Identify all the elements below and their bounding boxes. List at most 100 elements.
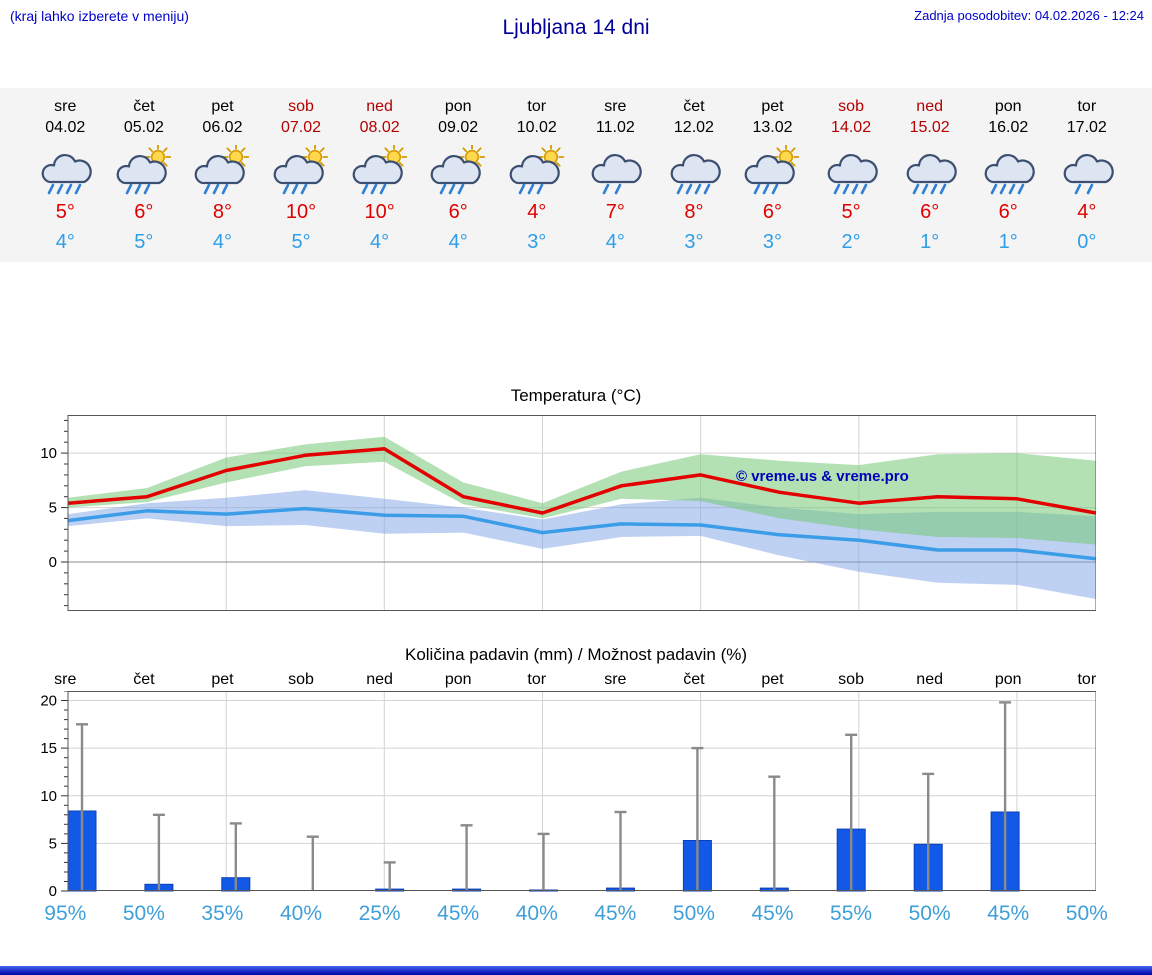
precipitation-chart: 0 5 10 15 20 [0,690,1152,900]
precip-probability: 25% [358,902,401,925]
cloud-shape [984,153,1035,184]
forecast-day-column[interactable]: čet 05.02 6° 5° [105,98,184,253]
precipitation-section: Količina padavin (mm) / Možnost padavin … [0,645,1152,926]
temp-max: 4° [1077,201,1097,223]
sun-showers-icon [262,143,341,199]
rain-icon [890,145,969,199]
forecast-day-column[interactable]: ned 08.02 10° 4° [340,98,419,253]
forecast-day-column[interactable]: sre 04.02 5° 4° [26,98,105,253]
y-tick-label: 20 [40,693,57,710]
rain-icon [969,145,1048,199]
precip-probability: 45% [751,902,794,925]
temp-max: 7° [605,201,625,223]
day-name: tor [527,98,547,115]
day-name: pon [444,98,472,115]
cloud-shape [195,154,246,185]
y-tick-label: 5 [49,500,57,517]
forecast-day-column[interactable]: sre 11.02 7° 4° [576,98,655,253]
precipitation-chart-title: Količina padavin (mm) / Možnost padavin … [404,645,748,664]
forecast-day-column[interactable]: pon 16.02 6° 1° [969,98,1048,253]
day-date: 07.02 [281,119,322,136]
y-tick-label: 0 [49,554,57,571]
y-tick-label: 5 [49,835,57,852]
day-date: 12.02 [673,119,714,136]
forecast-day-column[interactable]: pet 13.02 6° 3° [733,98,812,253]
sun-showers-icon [497,143,576,199]
day-name: pet [761,98,784,115]
cloud-shape [670,153,721,184]
temp-min: 4° [370,231,390,253]
day-date: 17.02 [1066,119,1107,136]
precip-day-label: pet [211,671,234,688]
precip-probability: 40% [280,902,323,925]
precip-probability: 95% [44,902,87,925]
temp-max: 6° [920,201,940,223]
day-name: pet [211,98,234,115]
page-header: (kraj lahko izberete v meniju) Ljubljana… [0,0,1152,88]
menu-hint-link[interactable]: (kraj lahko izberete v meniju) [10,8,189,24]
max-temp-band [68,436,1096,545]
cloud-shape [430,154,481,185]
temp-min: 5° [291,231,311,253]
precip-probability: 45% [987,902,1030,925]
temp-max: 8° [212,201,232,223]
forecast-day-column[interactable]: ned 15.02 6° 1° [890,98,969,253]
precip-day-label: čet [133,671,155,688]
precip-probability: 45% [437,902,480,925]
day-name: ned [366,98,393,115]
temp-min: 5° [134,231,154,253]
day-date: 16.02 [988,119,1029,136]
precip-probability: 50% [908,902,951,925]
raindrops [282,183,308,195]
raindrops [676,183,711,195]
forecast-day-column[interactable]: sob 14.02 5° 2° [812,98,891,253]
day-name: čet [683,98,705,115]
sun-showers-icon [105,143,184,199]
day-date: 08.02 [359,119,400,136]
day-date: 11.02 [595,119,635,136]
precip-day-label: pon [444,671,472,688]
temp-min: 2° [841,231,861,253]
day-name: pon [994,98,1022,115]
temp-max: 6° [134,201,154,223]
forecast-day-column[interactable]: tor 17.02 4° 0° [1048,98,1127,253]
precip-probability: 50% [672,902,715,925]
temperature-chart-svg: 0 5 10 © vreme.us & vreme.pro [40,415,1097,611]
raindrops [47,183,82,195]
precip-day-label: pon [994,671,1022,688]
temp-max: 10° [364,201,395,223]
footer-bar [0,966,1152,975]
temp-min: 3° [527,231,547,253]
precip-day-label: čet [683,671,705,688]
forecast-day-column[interactable]: pet 06.02 8° 4° [183,98,262,253]
cloud-shape [273,154,324,185]
forecast-day-column[interactable]: tor 10.02 4° 3° [497,98,576,253]
forecast-day-column[interactable]: čet 12.02 8° 3° [655,98,734,253]
temperature-chart: 0 5 10 © vreme.us & vreme.pro [0,415,1152,615]
day-date: 14.02 [831,119,872,136]
day-name: sre [604,98,627,115]
precip-day-labels: sre čet pet sob ned pon tor sre čet pet sob ned pon t… [0,671,1152,689]
sun-shape [773,143,800,171]
temp-max: 10° [285,201,317,223]
raindrops [518,183,544,195]
day-date: 06.02 [202,119,243,136]
temp-max: 6° [998,201,1018,223]
precip-probability: 40% [515,902,558,925]
precip-probability: 50% [1065,902,1108,925]
forecast-day-column[interactable]: pon 09.02 6° 4° [419,98,498,253]
day-date: 04.02 [45,119,86,136]
cloud-shape [1063,153,1114,184]
forecast-strip: sre 04.02 5° 4° čet 05.02 6° 5° pet 06.02 8° 4° sob 0… [0,88,1152,262]
light-rain-icon [576,145,655,199]
cloud-shape [745,154,796,185]
raindrops [912,183,946,195]
precip-probability: 45% [594,902,637,925]
day-date: 05.02 [123,119,164,136]
forecast-day-column[interactable]: sob 07.02 10° 5° [262,98,341,253]
sun-showers-icon [340,143,419,199]
cloud-shape [352,154,403,185]
temp-min: 3° [762,231,783,253]
temp-min: 3° [684,231,704,253]
day-name: sre [54,98,77,115]
